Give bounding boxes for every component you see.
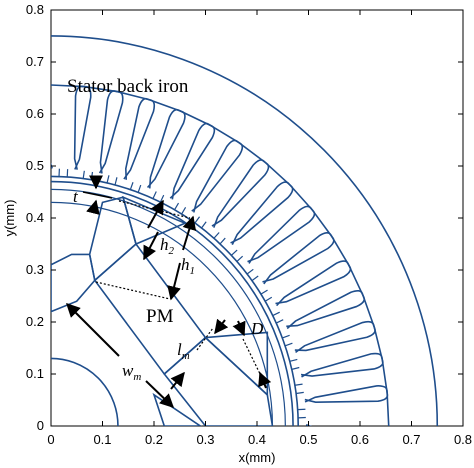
stator-outer-boundary [51,35,438,426]
slot-opening-edge [129,182,134,190]
slot-opening-edge [181,207,187,215]
plot-frame [50,9,464,427]
stator-slot [99,90,156,180]
dimension-annotations: t h2 h1 PM wm lm D [66,175,272,408]
right-flux-barrier [203,331,269,397]
stator-slot [304,385,390,426]
slot-opening-edge [236,255,244,262]
y-tick-label: 0.3 [26,262,44,277]
stator-slot [125,97,186,189]
stator-slot [51,84,92,170]
x-tick-label: 0.7 [402,432,420,447]
x-tick-label: 0.5 [299,432,317,447]
rotor-bridge-line [51,188,286,426]
y-tick-label: 0.4 [26,210,44,225]
x-tick-label: 0.3 [196,432,214,447]
stator-back-iron-label: Stator back iron [67,76,189,97]
slot-opening-edge [219,237,226,245]
D-arrow-bottom [258,371,272,389]
slot-opening-edge [137,184,142,193]
y-tick-label: 0.5 [26,158,44,173]
y-tick-label: 0.6 [26,106,44,121]
y-tick-label: 0.7 [26,54,44,69]
y-tick-label: 0.8 [26,2,44,17]
slot-opening-edge [284,342,293,347]
h2-arrow-down [143,231,159,261]
y-axis-label: y(mm) [2,200,17,237]
slot-opening-edge [291,366,300,370]
slot-opening-edge [272,311,280,317]
stator-slot [276,260,366,328]
x-tick-label: 0.6 [351,432,369,447]
stator-slot [213,159,294,244]
D-arrow-top [232,320,246,337]
axis-ticks: 0 0.1 0.2 0.3 0.4 0.5 0.6 0.7 0.8 0 0.1 0.2 0.3 0.4 0.… [26,2,472,447]
stator-slot [231,181,316,263]
wm-arrow-right [145,380,175,408]
lm-label: lm [177,340,190,362]
t-arrow-bottom [86,199,100,215]
slot-opening-edge [174,202,180,211]
stator-slot [73,85,124,174]
stator-slot [148,108,216,199]
slot-opening-edge [246,268,254,275]
slot-opening-edge [201,221,207,229]
lm-arrow-top [214,318,229,335]
D-label: D [250,319,264,338]
y-tick-label: 0.2 [26,314,44,329]
slot-opening-edge [264,296,273,302]
slot-opening-edge [296,391,304,395]
x-tick-label: 0.1 [93,432,111,447]
upper-rotor-pole-piece [88,196,137,282]
wm-arrow-left [66,303,120,357]
stator-slot [248,205,335,283]
left-rotor-segment [51,253,96,313]
slot-opening-edge [294,383,303,386]
slot-opening-edge [230,249,238,256]
pm-label: PM [146,306,174,327]
stator-slot [295,320,384,377]
y-tick-label: 0.1 [26,366,44,381]
x-tick-label: 0.4 [248,432,266,447]
x-tick-label: 0.8 [454,432,472,447]
h1-arrow-down [167,262,181,301]
x-tick-label: 0 [47,432,54,447]
D-dotted-line [242,338,263,379]
stator-slot [286,289,376,352]
wm-label: wm [122,361,141,383]
slot-opening-edge [282,334,290,339]
lm-arrow-bottom [170,371,185,390]
slot-opening-edge [213,232,220,239]
stator-slot [192,139,270,227]
t-label: t [73,187,79,206]
x-axis-label: x(mm) [239,450,276,465]
slot-opening-edge [106,175,110,184]
slot-opening-edge [251,275,259,282]
h1-arrow-up [182,215,197,251]
slot-opening-edge [152,191,157,199]
stator-slot [301,352,389,403]
slot-opening-edge [82,170,85,179]
slot-opening-edge [90,171,94,180]
lm-dotted-line [196,327,214,351]
h1-label: h1 [181,255,195,277]
slot-opening-edge [194,216,201,224]
x-tick-label: 0.2 [145,432,163,447]
stator-slot [171,122,244,212]
machine-geometry [51,35,438,426]
h2-label: h2 [160,235,175,257]
h2-arrow-up [147,199,164,229]
t-bar [82,191,113,199]
slot-opening-edge [260,289,268,295]
slot-opening-edge [114,177,118,186]
pm-dotted-line [95,281,171,300]
y-tick-label: 0 [37,418,44,433]
slot-opening-edge [275,319,284,324]
top-dotted-line [118,200,191,219]
lower-left-segment [152,392,202,426]
shaft-boundary [51,357,119,426]
slot-opening-edge [289,358,298,362]
stator-slot [263,232,352,305]
